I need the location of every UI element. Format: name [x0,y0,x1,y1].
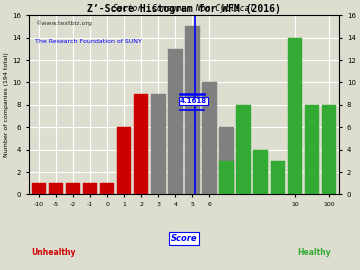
Text: Score: Score [171,234,197,243]
Bar [202,82,217,194]
Bar [83,183,97,194]
Y-axis label: Number of companies (194 total): Number of companies (194 total) [4,52,9,157]
Text: Unhealthy: Unhealthy [31,248,76,257]
Text: Sector: Consumer Non-Cyclical: Sector: Consumer Non-Cyclical [113,4,255,14]
Bar [219,127,234,194]
Bar [185,26,200,194]
Text: 4.1618: 4.1618 [180,98,207,104]
Bar [270,161,285,194]
Bar [134,94,148,194]
Title: Z’-Score Histogram for WFM (2016): Z’-Score Histogram for WFM (2016) [87,4,281,15]
Bar [288,38,302,194]
Text: Healthy: Healthy [297,248,331,257]
Bar [253,150,268,194]
Bar [237,105,251,194]
Bar [305,105,319,194]
Bar [219,161,234,194]
Bar [49,183,63,194]
Bar [66,183,80,194]
Bar [32,183,46,194]
Bar [168,49,183,194]
Bar [151,94,166,194]
Text: The Research Foundation of SUNY: The Research Foundation of SUNY [35,39,142,43]
Bar [117,127,131,194]
Bar [322,105,336,194]
Text: ©www.textbiz.org: ©www.textbiz.org [35,21,92,26]
Bar [100,183,114,194]
